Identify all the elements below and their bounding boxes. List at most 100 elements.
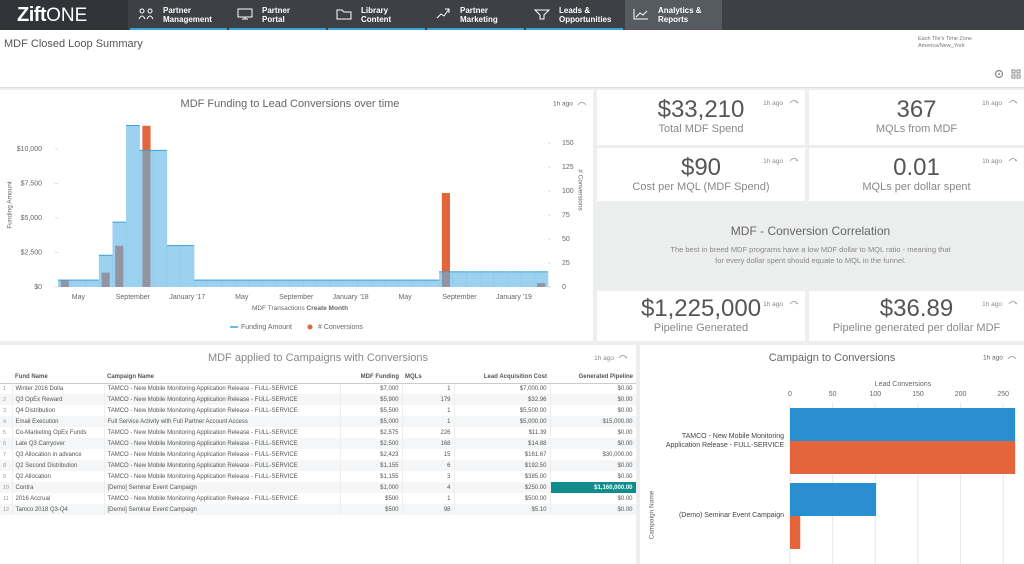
nav-item[interactable]: Partner Marketing [427, 0, 524, 30]
area-step [371, 280, 385, 287]
table-cell: $500 [340, 493, 403, 504]
nav-item[interactable]: Partner Management [130, 0, 227, 30]
refresh-icon [789, 158, 799, 162]
header-cell: Generated Pipeline [550, 372, 636, 384]
x-tick-label: September [442, 294, 477, 301]
area-step [534, 271, 549, 287]
nav-item[interactable]: Analytics & Reports [625, 0, 722, 30]
table-cell: 1 [402, 493, 455, 504]
area-step [316, 280, 331, 287]
table-cell: TAMCO - New Mobile Monitoring Applicatio… [104, 383, 341, 394]
table-cell: Q3 OpEx Reward [12, 394, 105, 405]
icon-path [789, 100, 799, 104]
x-tick-label: September [279, 294, 314, 301]
table-cell: 168 [402, 438, 455, 449]
kpi-tile: 367 MQLs from MDF 1h ago [809, 90, 1024, 145]
refresh-icon [577, 102, 587, 106]
nav-label: Portal [262, 15, 285, 24]
refresh-icon [1007, 356, 1017, 360]
table-cell: TAMCO - New Mobile Monitoring Applicatio… [104, 449, 341, 460]
area-step [207, 280, 222, 287]
nav-label: Library [361, 6, 389, 15]
nav-label: Content [361, 15, 392, 24]
table-cell: 1 [402, 416, 455, 427]
header-row: Fund Name Campaign Name MDF Funding MQLs Lea… [0, 372, 636, 384]
table-cell: $1,155 [340, 460, 403, 471]
y2-axis-title: # Conversions [576, 169, 583, 211]
header-icons[interactable] [994, 68, 1022, 80]
logo-bold: Zift [17, 4, 47, 26]
table-cell: TAMCO - New Mobile Monitoring Applicatio… [104, 493, 341, 504]
updated: 1h ago [594, 355, 614, 362]
y-tick-label: $0 [34, 284, 42, 291]
y-tick-label: $2,500 [21, 249, 43, 256]
y-tick-label: $10,000 [17, 146, 42, 153]
logo[interactable]: ZiftONE [0, 0, 128, 30]
row-index: 8 [0, 460, 13, 471]
kpi-value: $36.89 [879, 295, 954, 322]
refresh-icon [1008, 100, 1018, 104]
row-index: 10 [0, 482, 13, 493]
nav-item[interactable]: Library Content [328, 0, 425, 30]
timezone[interactable]: Each Tile's Time Zone America/New_York [918, 36, 972, 50]
updated: 1h ago [763, 158, 783, 165]
area-step [357, 280, 372, 287]
refresh-icon [618, 355, 628, 359]
refresh-icon [1008, 301, 1018, 305]
nav-label: Marketing [460, 15, 498, 24]
nav-item[interactable]: Partner Portal [229, 0, 326, 30]
updated: 1h ago [982, 100, 1002, 107]
area-step [221, 280, 236, 287]
tile-title: MDF applied to Campaigns with Conversion… [207, 352, 429, 364]
chart-title: MDF Funding to Lead Conversions over tim… [181, 98, 400, 110]
updated: 1h ago [982, 301, 1002, 308]
table-cell: $0.00 [550, 438, 636, 449]
y-tick-label: TAMCO - New Mobile Monitoring Applicatio… [665, 432, 784, 449]
table-cell: 15 [402, 449, 455, 460]
table-cell: Q4 Distribution [12, 405, 105, 416]
icon-path [789, 301, 799, 305]
table-cell: 6 [402, 460, 455, 471]
area-step [493, 271, 508, 287]
table-cell: $7,000 [340, 383, 403, 394]
area-step [166, 245, 181, 287]
table-cell: $30,000.00 [550, 449, 636, 460]
chart-title: Campaign to Conversions [769, 352, 896, 364]
area-step [289, 280, 304, 287]
area-step [398, 280, 413, 287]
kpi-label: Cost per MQL (MDF Spend) [632, 181, 770, 193]
table-cell: Late Q3 Carryover [12, 438, 105, 449]
nav-label: Management [163, 15, 212, 24]
y-tick-label: (Demo) Seminar Event Campaign [678, 512, 784, 519]
nav-icon [138, 8, 154, 20]
nav-label: Partner [163, 6, 192, 15]
x-tick-label: September [116, 294, 151, 301]
bar [790, 441, 1016, 474]
chart: MDF Funding to Lead Conversions over tim… [7, 98, 587, 331]
table-row: 1 Winter 2016 Dolla TAMCO - New Mobile Mon… [0, 383, 636, 394]
area-step [85, 280, 100, 287]
table-cell: $161.67 [454, 449, 551, 460]
x-tick-label: 100 [869, 391, 881, 398]
table-cell: $5,500.00 [454, 405, 551, 416]
bar [790, 516, 801, 549]
table-cell: Email Execution [12, 416, 105, 427]
kpi-value: $1,225,000 [640, 295, 762, 322]
table-cell: $0.00 [550, 471, 636, 482]
table-row: 9 Q2 Allocation TAMCO - New Mobile Monitor… [0, 471, 636, 482]
correlation-tile: MDF - Conversion Correlation The best in… [597, 204, 1024, 288]
table-cell: Q2 Allocation [12, 471, 105, 482]
table: Fund Name Campaign Name MDF Funding MQLs Lea… [0, 372, 636, 515]
kpi-label: MQLs per dollar spent [862, 181, 971, 193]
page-title: MDF Closed Loop Summary [4, 38, 143, 50]
table-cell: Contra [12, 482, 105, 493]
table-cell: TAMCO - New Mobile Monitoring Applicatio… [104, 438, 341, 449]
table-cell: $0.00 [550, 504, 636, 515]
area-step [384, 280, 399, 287]
nav-item[interactable]: Leads & Opportunities [526, 0, 623, 30]
table-cell: Q2 Second Distribution [12, 460, 105, 471]
table-row: 4 Email Execution Full Service Activity wi… [0, 416, 636, 427]
area-step [479, 271, 494, 287]
table-cell: 1 [402, 405, 455, 416]
